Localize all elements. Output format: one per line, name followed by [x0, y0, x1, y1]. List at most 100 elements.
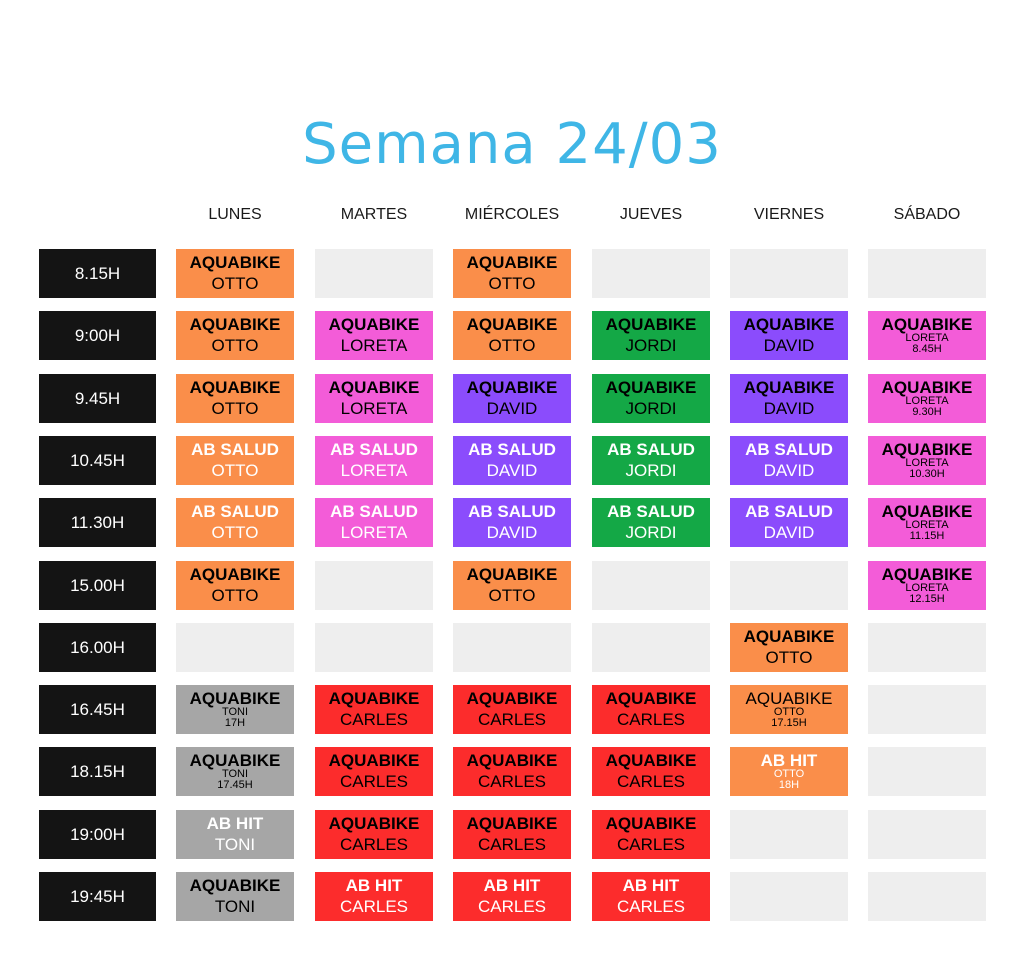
class-slot[interactable]: AQUABIKE LORETA 10.30H — [868, 436, 986, 485]
start-time-note: 9.30H — [912, 406, 942, 419]
class-slot[interactable]: AQUABIKE OTTO 17.15H — [730, 685, 848, 734]
instructor-name: DAVID — [763, 399, 815, 418]
start-time-note: 17.45H — [217, 779, 253, 792]
class-slot[interactable]: AQUABIKE OTTO — [176, 249, 294, 298]
class-slot[interactable]: AB SALUD JORDI — [592, 436, 710, 485]
class-slot[interactable]: AQUABIKE CARLES — [592, 747, 710, 796]
instructor-name: DAVID — [763, 336, 815, 355]
instructor-name: JORDI — [625, 461, 677, 480]
instructor-name: CARLES — [477, 772, 547, 791]
class-slot[interactable]: AQUABIKE CARLES — [315, 685, 433, 734]
class-slot[interactable]: AQUABIKE JORDI — [592, 311, 710, 360]
class-name: AB HIT — [622, 876, 680, 896]
class-slot[interactable]: AQUABIKE OTTO — [176, 311, 294, 360]
instructor-name: CARLES — [616, 835, 686, 854]
instructor-name: OTTO — [211, 523, 259, 542]
class-slot[interactable]: AB SALUD JORDI — [592, 498, 710, 547]
class-name: AQUABIKE — [881, 314, 973, 334]
class-slot[interactable]: AB SALUD LORETA — [315, 436, 433, 485]
class-slot[interactable]: AB HIT CARLES — [315, 872, 433, 921]
class-name: AB SALUD — [330, 440, 418, 460]
class-slot[interactable]: AB SALUD DAVID — [453, 498, 571, 547]
instructor-name: LORETA — [340, 336, 408, 355]
class-slot[interactable]: AQUABIKE CARLES — [592, 685, 710, 734]
empty-slot — [315, 249, 433, 298]
instructor-name: LORETA — [340, 461, 408, 480]
class-slot[interactable]: AB SALUD DAVID — [730, 436, 848, 485]
class-slot[interactable]: AQUABIKE LORETA — [315, 311, 433, 360]
class-slot[interactable]: AQUABIKE TONI 17H — [176, 685, 294, 734]
class-slot[interactable]: AQUABIKE DAVID — [730, 311, 848, 360]
class-slot[interactable]: AB SALUD DAVID — [730, 498, 848, 547]
class-slot[interactable]: AB HIT CARLES — [592, 872, 710, 921]
class-slot[interactable]: AQUABIKE OTTO — [453, 561, 571, 610]
class-name: AB SALUD — [468, 502, 556, 522]
class-name: AQUABIKE — [328, 378, 420, 398]
class-slot[interactable]: AQUABIKE OTTO — [176, 561, 294, 610]
class-slot[interactable]: AB HIT TONI — [176, 810, 294, 859]
empty-slot — [592, 623, 710, 672]
class-name: AB SALUD — [330, 502, 418, 522]
class-name: AQUABIKE — [605, 814, 697, 834]
class-slot[interactable]: AQUABIKE DAVID — [453, 374, 571, 423]
instructor-name: CARLES — [339, 835, 409, 854]
class-slot[interactable]: AQUABIKE CARLES — [592, 810, 710, 859]
class-name: AQUABIKE — [189, 253, 281, 273]
empty-slot — [730, 872, 848, 921]
class-slot[interactable]: AB HIT OTTO 18H — [730, 747, 848, 796]
class-slot[interactable]: AB SALUD DAVID — [453, 436, 571, 485]
time-slot-label: 10.45H — [39, 436, 156, 485]
time-slot-label: 16.45H — [39, 685, 156, 734]
class-slot[interactable]: AQUABIKE OTTO — [730, 623, 848, 672]
instructor-name: OTTO — [488, 586, 536, 605]
class-name: AQUABIKE — [189, 378, 281, 398]
empty-slot — [868, 810, 986, 859]
class-name: AQUABIKE — [189, 688, 281, 708]
class-slot[interactable]: AQUABIKE CARLES — [453, 747, 571, 796]
class-name: AQUABIKE — [605, 315, 697, 335]
instructor-name: TONI — [221, 706, 249, 719]
class-slot[interactable]: AQUABIKE LORETA 8.45H — [868, 311, 986, 360]
class-slot[interactable]: AQUABIKE TONI — [176, 872, 294, 921]
class-slot[interactable]: AQUABIKE JORDI — [592, 374, 710, 423]
class-name: AQUABIKE — [189, 315, 281, 335]
instructor-name: LORETA — [340, 523, 408, 542]
day-header: MIÉRCOLES — [464, 206, 560, 223]
class-slot[interactable]: AQUABIKE LORETA 12.15H — [868, 561, 986, 610]
instructor-name: JORDI — [625, 336, 677, 355]
class-slot[interactable]: AQUABIKE CARLES — [453, 685, 571, 734]
class-slot[interactable]: AQUABIKE LORETA 9.30H — [868, 374, 986, 423]
class-slot[interactable]: AQUABIKE LORETA 11.15H — [868, 498, 986, 547]
class-name: AQUABIKE — [881, 377, 973, 397]
class-slot[interactable]: AQUABIKE TONI 17.45H — [176, 747, 294, 796]
start-time-note: 8.45H — [912, 343, 942, 356]
class-name: AB SALUD — [468, 440, 556, 460]
class-name: AQUABIKE — [745, 688, 833, 708]
empty-slot — [868, 747, 986, 796]
instructor-name: CARLES — [616, 772, 686, 791]
class-name: AQUABIKE — [743, 627, 835, 647]
class-name: AQUABIKE — [881, 501, 973, 521]
class-name: AB SALUD — [191, 502, 279, 522]
class-slot[interactable]: AQUABIKE DAVID — [730, 374, 848, 423]
class-slot[interactable]: AQUABIKE OTTO — [176, 374, 294, 423]
day-header: VIERNES — [753, 206, 825, 223]
class-slot[interactable]: AQUABIKE OTTO — [453, 311, 571, 360]
class-slot[interactable]: AQUABIKE CARLES — [315, 747, 433, 796]
class-slot[interactable]: AQUABIKE CARLES — [453, 810, 571, 859]
instructor-name: JORDI — [625, 523, 677, 542]
instructor-name: OTTO — [488, 336, 536, 355]
class-slot[interactable]: AQUABIKE OTTO — [453, 249, 571, 298]
class-name: AQUABIKE — [189, 750, 281, 770]
class-slot[interactable]: AB SALUD LORETA — [315, 498, 433, 547]
start-time-note: 11.15H — [909, 530, 945, 543]
instructor-name: OTTO — [211, 274, 259, 293]
class-slot[interactable]: AB SALUD OTTO — [176, 436, 294, 485]
class-slot[interactable]: AB SALUD OTTO — [176, 498, 294, 547]
time-slot-label: 16.00H — [39, 623, 156, 672]
class-slot[interactable]: AQUABIKE LORETA — [315, 374, 433, 423]
class-slot[interactable]: AQUABIKE CARLES — [315, 810, 433, 859]
instructor-name: LORETA — [340, 399, 408, 418]
class-slot[interactable]: AB HIT CARLES — [453, 872, 571, 921]
empty-slot — [592, 561, 710, 610]
